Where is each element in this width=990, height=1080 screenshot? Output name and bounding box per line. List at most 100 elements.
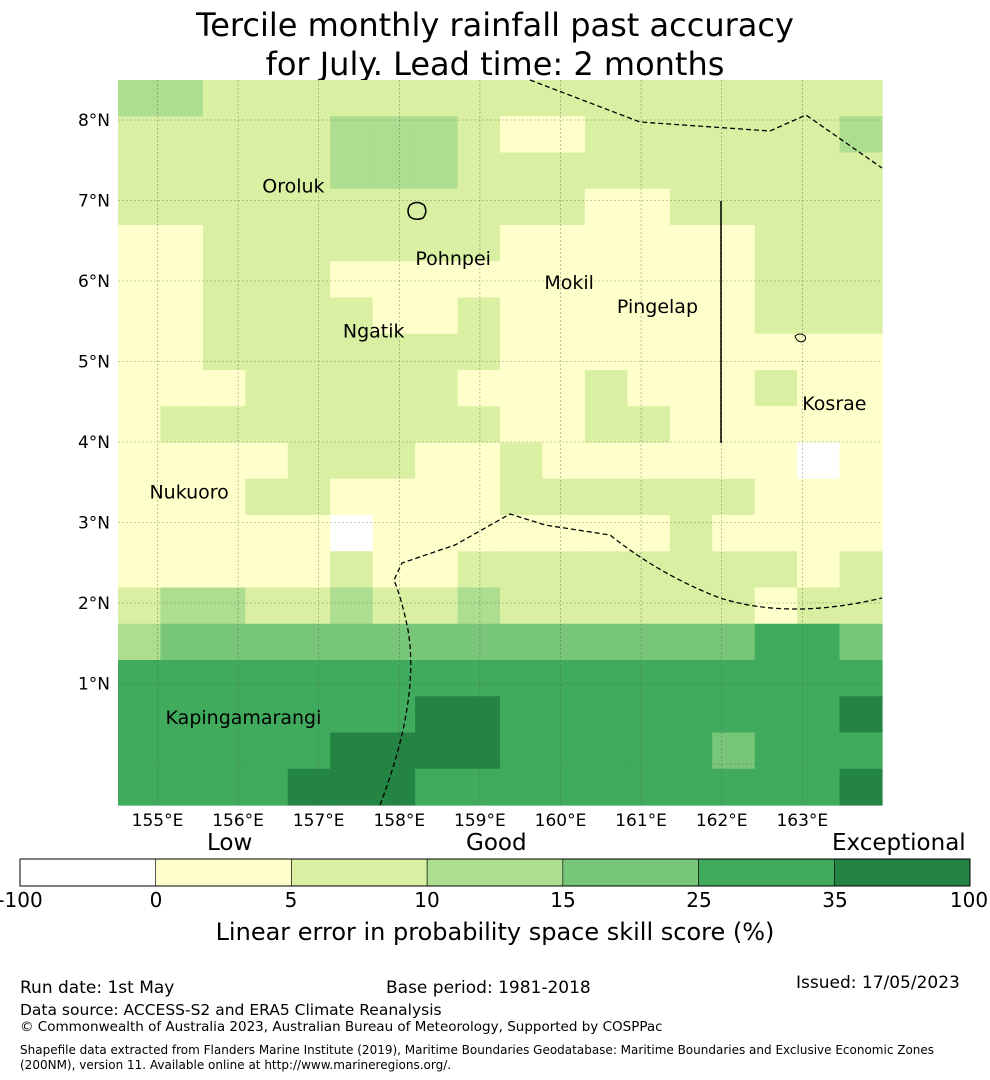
- skill-cell: [330, 152, 374, 190]
- skill-cell: [839, 116, 883, 154]
- skill-cell: [372, 442, 416, 480]
- skill-cell: [245, 80, 289, 117]
- skill-cell: [712, 442, 756, 480]
- skill-cell: [160, 370, 204, 407]
- skill-cell: [627, 370, 671, 407]
- skill-cell: [627, 696, 671, 734]
- skill-cell: [245, 442, 289, 480]
- skill-cell: [245, 297, 289, 335]
- skill-cell: [584, 660, 628, 697]
- skill-cell: [797, 732, 841, 770]
- skill-cell: [712, 515, 756, 552]
- skill-cell: [160, 515, 204, 552]
- skill-cell: [118, 660, 162, 697]
- skill-cell: [500, 696, 544, 734]
- skill-cell: [202, 623, 246, 661]
- skill-cell: [245, 188, 289, 226]
- skill-cell: [245, 515, 289, 552]
- skill-cell: [839, 587, 883, 625]
- eez-boundary-north: [529, 79, 883, 169]
- latitude-tick-label: 3°N: [78, 514, 110, 534]
- skill-cell: [245, 116, 289, 154]
- skill-cell: [627, 623, 671, 661]
- skill-cell: [627, 587, 671, 625]
- skill-cell: [118, 696, 162, 734]
- skill-cell: [160, 660, 204, 697]
- skill-cell: [160, 188, 204, 226]
- skill-cell: [202, 478, 246, 516]
- skill-cell: [669, 225, 713, 262]
- skill-cell: [118, 225, 162, 262]
- skill-cell: [712, 478, 756, 516]
- skill-cell: [542, 406, 586, 444]
- skill-cell: [669, 261, 713, 299]
- skill-cell: [584, 587, 628, 625]
- skill-cell: [372, 116, 416, 154]
- skill-cell: [118, 261, 162, 299]
- latitude-tick-label: 5°N: [78, 353, 110, 373]
- skill-cell: [797, 188, 841, 226]
- skill-cell: [457, 623, 501, 661]
- skill-cell: [118, 80, 162, 117]
- skill-cell: [118, 188, 162, 226]
- skill-cell: [415, 478, 459, 516]
- skill-cell: [457, 732, 501, 770]
- skill-cell: [372, 551, 416, 589]
- colorbar-tick: 25: [686, 888, 712, 912]
- skill-cell: [330, 732, 374, 770]
- colorbar-frame: [19, 858, 971, 887]
- skill-cell: [627, 116, 671, 154]
- skill-cell: [797, 442, 841, 480]
- skill-cell: [839, 660, 883, 697]
- skill-cell: [542, 587, 586, 625]
- place-label: Ngatik: [343, 320, 405, 342]
- skill-cell: [245, 478, 289, 516]
- skill-cell: [202, 696, 246, 734]
- skill-cell: [584, 551, 628, 589]
- skill-cell: [797, 152, 841, 190]
- skill-cell: [712, 225, 756, 262]
- skill-cell: [839, 551, 883, 589]
- skill-cell: [457, 80, 501, 117]
- skill-cell: [839, 333, 883, 371]
- skill-cell: [669, 696, 713, 734]
- skill-cell: [202, 660, 246, 697]
- longitude-tick-label: 162°E: [696, 811, 748, 831]
- skill-cell: [160, 442, 204, 480]
- skill-cell: [839, 696, 883, 734]
- skill-cell: [797, 80, 841, 117]
- skill-cell: [754, 406, 798, 444]
- skill-cell: [627, 732, 671, 770]
- skill-cell: [839, 768, 883, 806]
- skill-cell: [797, 406, 841, 444]
- skill-cell: [542, 623, 586, 661]
- skill-cell: [797, 370, 841, 407]
- skill-cell: [202, 297, 246, 335]
- skill-cell: [584, 442, 628, 480]
- skill-cell: [584, 261, 628, 299]
- skill-cell: [584, 406, 628, 444]
- skill-cell: [839, 80, 883, 117]
- skill-cell: [330, 333, 374, 371]
- skill-cell: [839, 297, 883, 335]
- skill-cell: [797, 660, 841, 697]
- skill-cell: [669, 370, 713, 407]
- skill-cell: [118, 116, 162, 154]
- skill-cell: [500, 623, 544, 661]
- skill-cell: [372, 587, 416, 625]
- skill-cell: [754, 732, 798, 770]
- skill-cell: [372, 297, 416, 335]
- skill-cell: [754, 333, 798, 371]
- skill-cell: [542, 478, 586, 516]
- skill-cell: [627, 768, 671, 806]
- shapefile-credit: Shapefile data extracted from Flanders M…: [20, 1043, 935, 1072]
- skill-cell: [584, 515, 628, 552]
- skill-cell: [839, 152, 883, 190]
- skill-cell: [542, 442, 586, 480]
- skill-cell: [669, 587, 713, 625]
- longitude-tick-label: 155°E: [132, 811, 184, 831]
- skill-cell: [160, 80, 204, 117]
- skill-cell: [415, 261, 459, 299]
- skill-cell: [669, 152, 713, 190]
- skill-cell: [669, 116, 713, 154]
